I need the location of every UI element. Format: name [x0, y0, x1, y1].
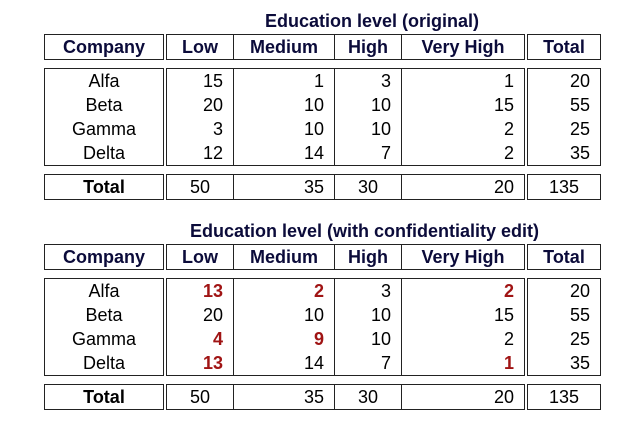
total-value-cell: 20	[401, 174, 528, 200]
header-high: High	[334, 34, 402, 60]
header-medium: Medium	[233, 244, 335, 270]
table1: Company Low Medium High Very High Total …	[44, 34, 601, 200]
table2-title: Education level (with confidentiality ed…	[190, 221, 540, 241]
value-cell: 10	[334, 327, 402, 351]
table-row: Alfa 13 2 3 2 20	[44, 278, 601, 303]
total-cell: 35	[526, 351, 601, 376]
table-row: Alfa 15 1 3 1 20	[44, 68, 601, 93]
value-cell: 14	[233, 351, 335, 376]
value-cell: 14	[233, 141, 335, 166]
total-value-cell: 20	[401, 384, 528, 410]
total-cell: 55	[526, 93, 601, 117]
table1-header-row: Company Low Medium High Very High Total	[44, 34, 601, 60]
total-row: Total 50 35 30 20 135	[44, 384, 601, 410]
header-company: Company	[44, 244, 167, 270]
value-cell: 10	[334, 93, 402, 117]
value-cell: 15	[401, 93, 528, 117]
header-total: Total	[526, 34, 601, 60]
value-cell: 2	[401, 117, 528, 141]
header-high: High	[334, 244, 402, 270]
value-cell: 3	[165, 117, 234, 141]
value-cell: 20	[165, 93, 234, 117]
total-value-cell: 30	[334, 174, 402, 200]
value-cell: 20	[165, 303, 234, 327]
value-cell: 1	[233, 68, 335, 93]
total-label: Total	[44, 384, 167, 410]
company-cell: Delta	[44, 141, 167, 166]
value-cell: 10	[334, 303, 402, 327]
value-cell: 15	[401, 303, 528, 327]
edited-value-cell: 2	[401, 278, 528, 303]
edited-value-cell: 4	[165, 327, 234, 351]
table2: Company Low Medium High Very High Total …	[44, 244, 601, 410]
value-cell: 15	[165, 68, 234, 93]
total-value-cell: 35	[233, 384, 335, 410]
value-cell: 3	[334, 68, 402, 93]
total-value-cell: 50	[165, 384, 234, 410]
edited-value-cell: 9	[233, 327, 335, 351]
table-row: Beta 20 10 10 15 55	[44, 93, 601, 117]
table-row: Delta 12 14 7 2 35	[44, 141, 601, 166]
value-cell: 7	[334, 141, 402, 166]
header-medium: Medium	[233, 34, 335, 60]
grand-total-cell: 135	[526, 174, 601, 200]
total-row: Total 50 35 30 20 135	[44, 174, 601, 200]
total-cell: 25	[526, 327, 601, 351]
company-cell: Alfa	[44, 278, 167, 303]
total-cell: 55	[526, 303, 601, 327]
table2-header-row: Company Low Medium High Very High Total	[44, 244, 601, 270]
header-low: Low	[165, 34, 234, 60]
edited-value-cell: 1	[401, 351, 528, 376]
edited-value-cell: 13	[165, 278, 234, 303]
edited-value-cell: 13	[165, 351, 234, 376]
total-label: Total	[44, 174, 167, 200]
value-cell: 2	[401, 141, 528, 166]
total-cell: 25	[526, 117, 601, 141]
value-cell: 7	[334, 351, 402, 376]
header-total: Total	[526, 244, 601, 270]
value-cell: 12	[165, 141, 234, 166]
value-cell: 1	[401, 68, 528, 93]
company-cell: Delta	[44, 351, 167, 376]
company-cell: Alfa	[44, 68, 167, 93]
header-very-high: Very High	[401, 34, 528, 60]
table-row: Gamma 4 9 10 2 25	[44, 327, 601, 351]
header-low: Low	[165, 244, 234, 270]
grand-total-cell: 135	[526, 384, 601, 410]
value-cell: 2	[401, 327, 528, 351]
table-row: Gamma 3 10 10 2 25	[44, 117, 601, 141]
company-cell: Gamma	[44, 327, 167, 351]
value-cell: 10	[233, 117, 335, 141]
company-cell: Beta	[44, 93, 167, 117]
value-cell: 3	[334, 278, 402, 303]
total-value-cell: 50	[165, 174, 234, 200]
total-value-cell: 35	[233, 174, 335, 200]
total-cell: 20	[526, 68, 601, 93]
total-cell: 35	[526, 141, 601, 166]
header-company: Company	[44, 34, 167, 60]
table-row: Delta 13 14 7 1 35	[44, 351, 601, 376]
table-row: Beta 20 10 10 15 55	[44, 303, 601, 327]
company-cell: Gamma	[44, 117, 167, 141]
edited-value-cell: 2	[233, 278, 335, 303]
total-cell: 20	[526, 278, 601, 303]
value-cell: 10	[233, 93, 335, 117]
company-cell: Beta	[44, 303, 167, 327]
total-value-cell: 30	[334, 384, 402, 410]
table1-title: Education level (original)	[265, 11, 480, 31]
value-cell: 10	[334, 117, 402, 141]
value-cell: 10	[233, 303, 335, 327]
header-very-high: Very High	[401, 244, 528, 270]
